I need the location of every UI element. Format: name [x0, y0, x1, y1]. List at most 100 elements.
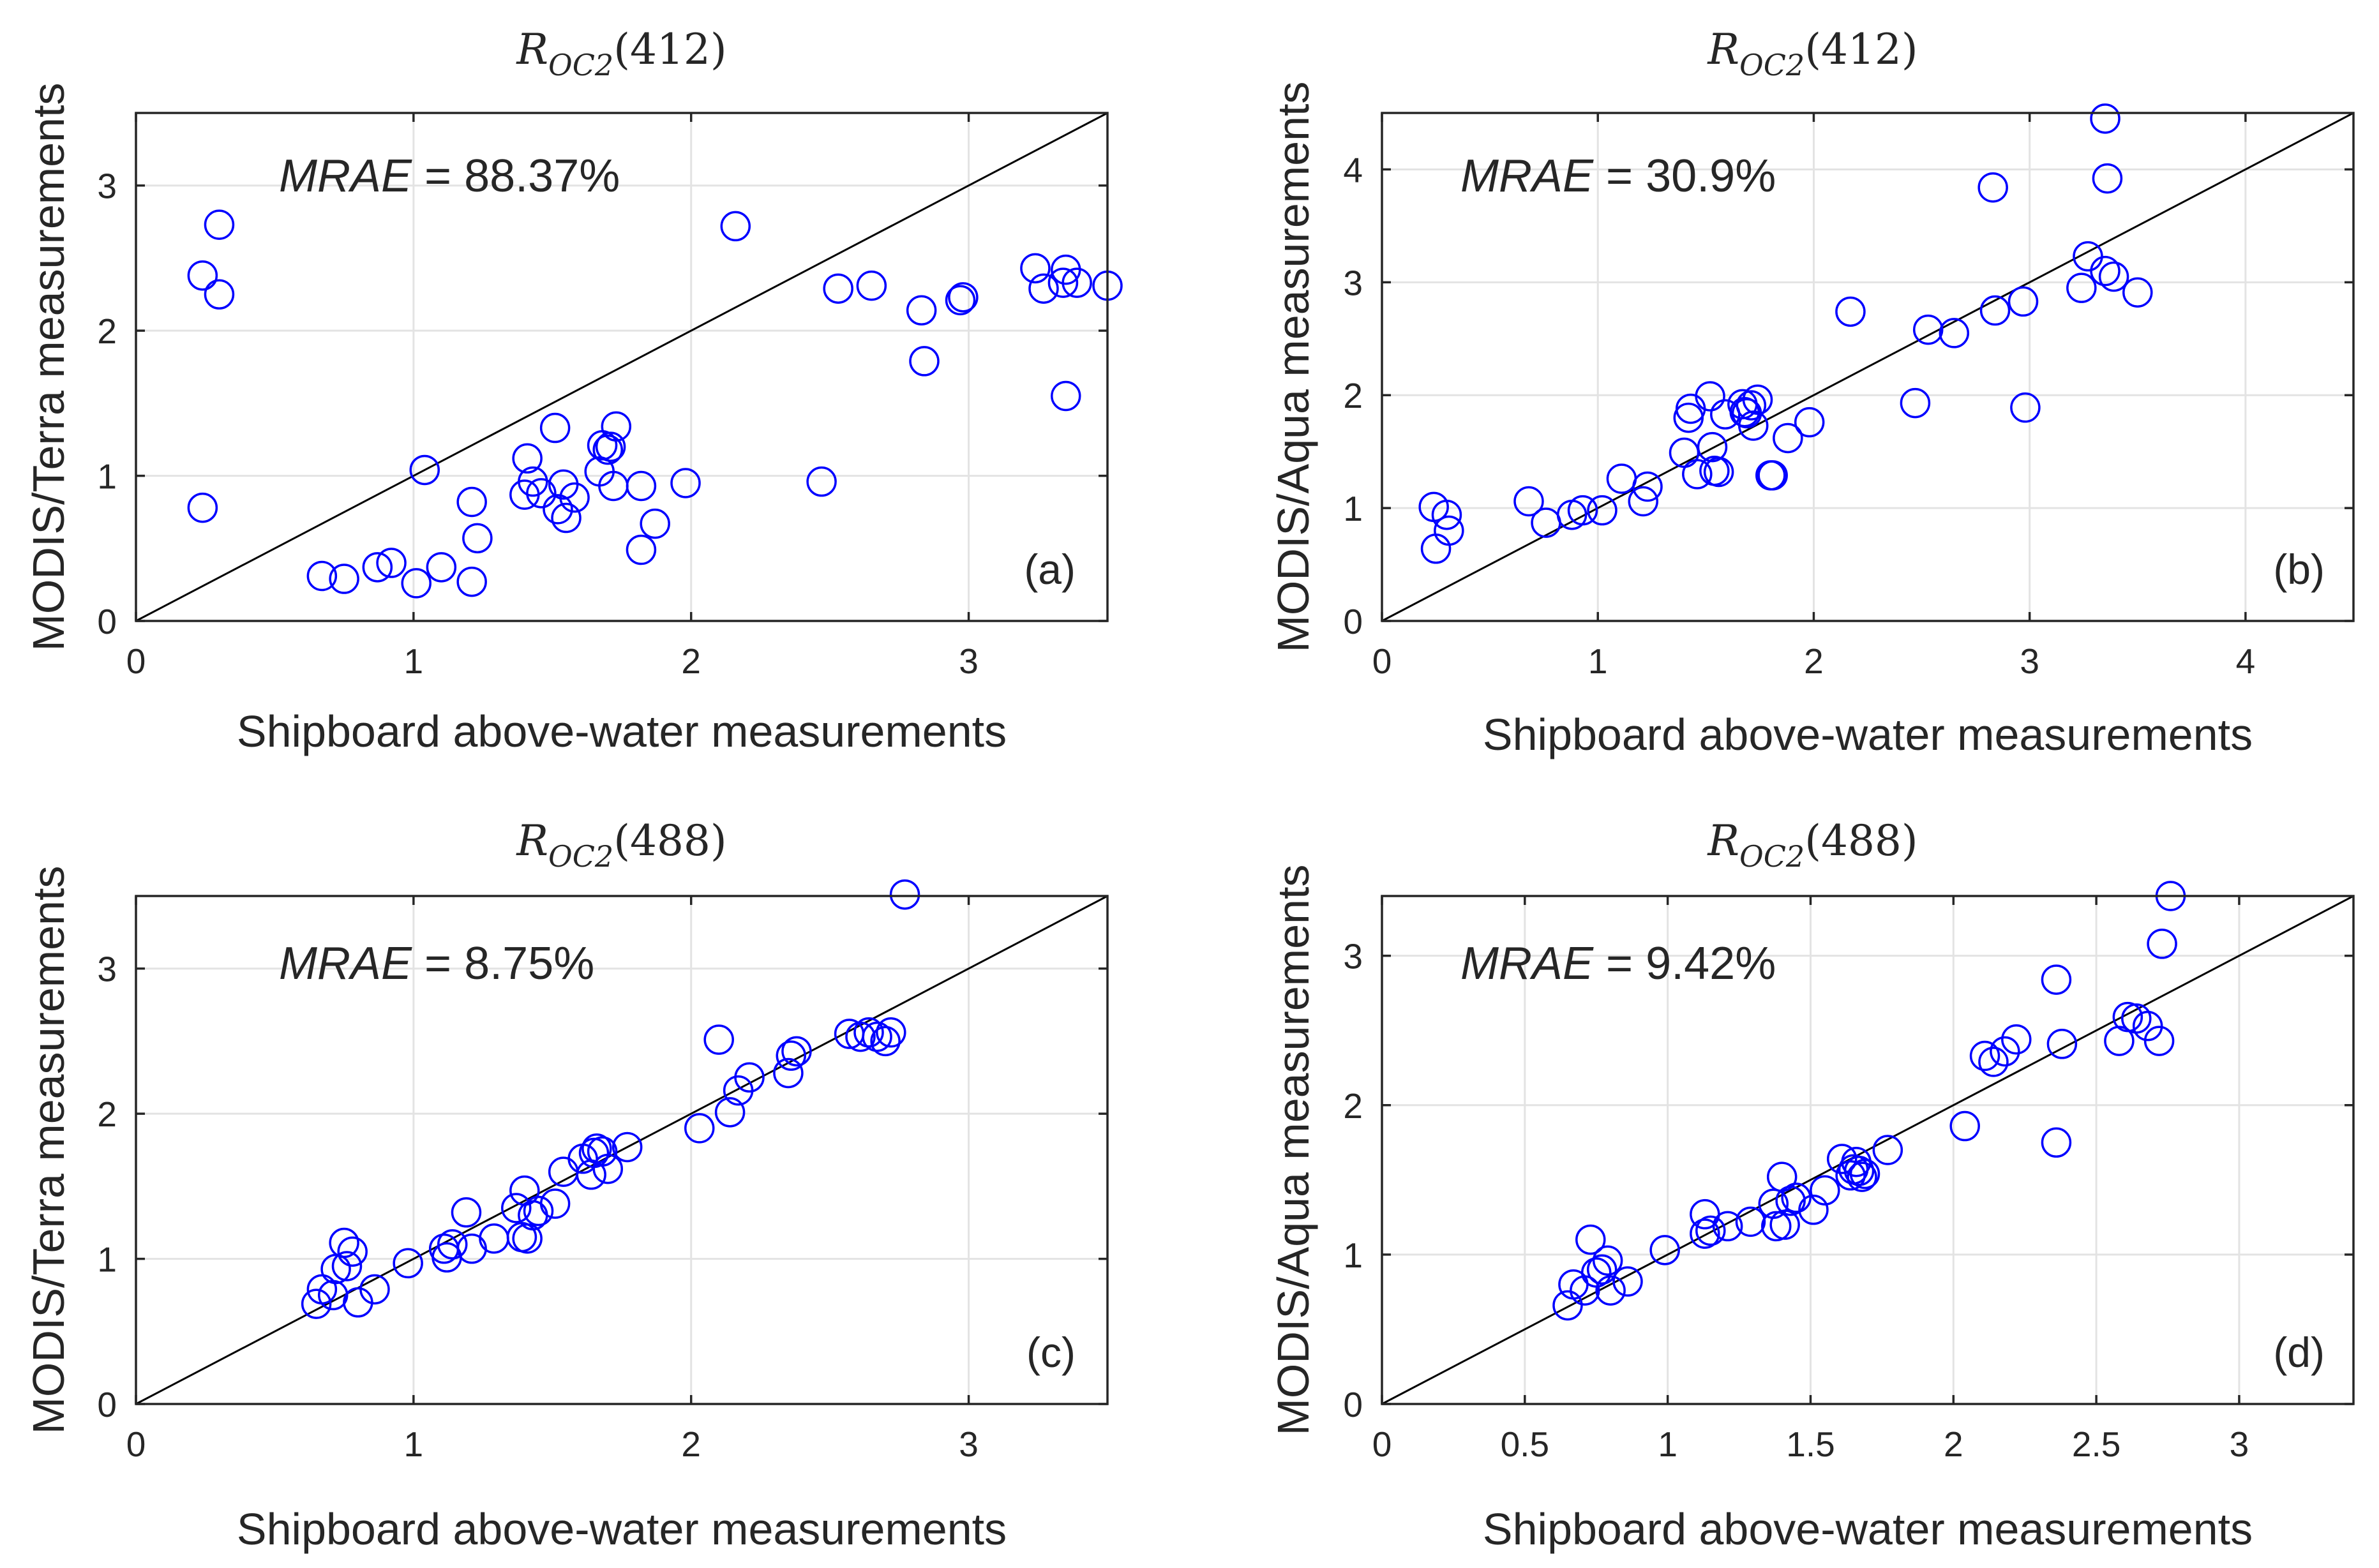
panel-c-plot-area: 0 1 2 3 0 1 2 3	[97, 879, 1109, 1464]
panel-a-data-point	[945, 285, 976, 316]
panel-d-data-point	[1826, 1144, 1857, 1174]
panel-d-xlabel: Shipboard above-water measurements	[1483, 1504, 2253, 1554]
panel-a-data-point	[426, 552, 457, 583]
panel-b-data-point	[1695, 381, 1725, 412]
panel-c-data-point	[862, 1021, 892, 1052]
panel-a-ytick-label: 0	[97, 602, 117, 641]
panel-c-ytick-label: 0	[97, 1385, 117, 1424]
panel-a-data-point	[720, 211, 751, 242]
panel-b-ytick-label: 0	[1343, 602, 1363, 641]
panel-c-data-point	[451, 1197, 482, 1228]
panel-d-ytick-label: 3	[1343, 937, 1363, 976]
panel-b-data-point	[2092, 163, 2123, 194]
panel-a-mrae-value: = 88.37%	[412, 151, 620, 202]
panel-c-data-point	[714, 1097, 746, 1128]
panel-a-title-sub: OC2	[548, 48, 613, 82]
panel-d-data-point	[1649, 1235, 1680, 1266]
panel-c-data-point	[612, 1131, 643, 1163]
panel-b-ylabel: MODIS/Aqua measurements	[1268, 82, 1318, 653]
panel-b-markers	[1418, 103, 2153, 564]
panel-a-data-point	[543, 494, 573, 525]
panel-a-data-point	[539, 412, 571, 444]
panel-d-plot-area: 0 0.5 1 1.5 2 2.5 3 0 1 2 3	[1343, 881, 2355, 1464]
panel-d-data-point	[1978, 1047, 2009, 1077]
panel-a-ytick-label: 3	[97, 167, 117, 206]
panel-a-data-point	[409, 454, 440, 486]
panel-d-data-point	[1969, 1040, 2000, 1071]
panel-c-data-point	[845, 1021, 876, 1052]
panel-a-data-point	[1028, 273, 1059, 304]
panel-c-data-point	[337, 1236, 368, 1267]
panel-a-mrae-label: MRAE	[279, 151, 412, 202]
panel-b-title-main: R	[1707, 25, 1739, 74]
panel-d-data-point	[1586, 1254, 1617, 1285]
panel-c-data-point	[301, 1288, 332, 1319]
panel-d-title: ROC2(488)	[1707, 816, 1917, 874]
panel-c-data-point	[331, 1251, 363, 1281]
panel-a-data-point	[601, 411, 632, 442]
panel-c-xlabel: Shipboard above-water measurements	[237, 1504, 1007, 1554]
panel-c-data-point	[870, 1026, 901, 1057]
panel-a-data-point	[362, 552, 393, 583]
panel-b-title-arg: (412)	[1805, 25, 1917, 74]
panel-a-ytick-label: 2	[97, 311, 117, 351]
panel-b-axes-frame	[1381, 112, 2355, 622]
panel-c-data-point	[776, 1040, 807, 1071]
panel-a-xtick-label: 0	[126, 641, 146, 681]
panel-b-plot-area: 0 1 2 3 4 0 1 2 3 4	[1343, 103, 2355, 681]
panel-c-data-point	[592, 1153, 624, 1184]
panel-c-data-point	[781, 1036, 812, 1067]
panel-d-title-main: R	[1707, 816, 1739, 865]
panel-c-ytick-label: 2	[97, 1094, 117, 1134]
panel-d-data-point	[1769, 1209, 1800, 1240]
panel-c-title-sub: OC2	[548, 839, 613, 874]
panel-a-data-point	[640, 508, 670, 539]
panel-b-data-point	[1736, 390, 1767, 421]
panel-d-xtick-label: 3	[2230, 1424, 2249, 1464]
panel-a-title: ROC2(412)	[516, 25, 726, 82]
panel-d-data-point	[1570, 1275, 1600, 1306]
panel-d-data-point	[1990, 1036, 2020, 1067]
panel-d-data-point	[2046, 1029, 2078, 1059]
panel-a-data-point	[1020, 253, 1051, 284]
panel-b-data-point	[1567, 495, 1598, 526]
panel-a-data-point	[204, 279, 235, 310]
panel-a-xtick-label: 3	[959, 641, 979, 681]
panel-a-data-point	[909, 346, 940, 377]
panel-d-ytick-label: 0	[1343, 1385, 1363, 1424]
panel-b-data-point	[2010, 392, 2041, 423]
panel-d-ytick-label: 2	[1343, 1086, 1363, 1126]
panel-d-data-point	[1552, 1290, 1583, 1321]
panel-a-data-point	[456, 486, 487, 518]
panel-a-data-point	[626, 534, 657, 565]
panel-a-data-point	[551, 502, 582, 534]
panel-b-data-point	[2090, 103, 2120, 134]
panel-c: 0 1 2 3 0 1 2 3 ROC2(488) MRAE = 8.75% (c) Ship…	[24, 816, 1109, 1554]
panel-c-data-point	[393, 1248, 423, 1279]
panel-b-data-point	[1794, 407, 1825, 438]
panel-a-data-point	[559, 482, 590, 513]
panel-b-label: (b)	[2273, 546, 2325, 593]
panel-d-data-point	[2041, 1127, 2072, 1158]
panel-c-data-point	[329, 1227, 359, 1258]
panel-c-xtick-label: 1	[404, 1424, 424, 1464]
panel-c-data-point	[853, 1017, 884, 1048]
panel-d-data-point	[1781, 1183, 1812, 1213]
panel-d-xtick-label: 0.5	[1501, 1424, 1549, 1464]
panel-a-one-to-one-line	[135, 112, 1108, 622]
panel-d-xtick-label: 0	[1372, 1424, 1392, 1464]
panel-b-data-point	[1757, 460, 1788, 491]
panel-a-data-point	[187, 260, 218, 291]
panel-d-markers	[1552, 881, 2186, 1321]
panel-c-data-point	[773, 1057, 804, 1089]
panel-b-data-point	[1587, 495, 1617, 526]
panel-b-data-point	[1835, 296, 1866, 327]
panel-a-axes-frame	[135, 112, 1109, 622]
panel-a-data-point	[1051, 380, 1081, 412]
panel-c-mrae: MRAE = 8.75%	[279, 938, 594, 989]
panel-c-ytick-label: 3	[97, 950, 117, 989]
panel-d-xtick-label: 1.5	[1786, 1424, 1835, 1464]
panel-d-data-point	[1798, 1194, 1829, 1225]
panel-d-data-point	[2143, 1026, 2175, 1056]
panel-d-mrae: MRAE = 9.42%	[1460, 938, 1776, 989]
